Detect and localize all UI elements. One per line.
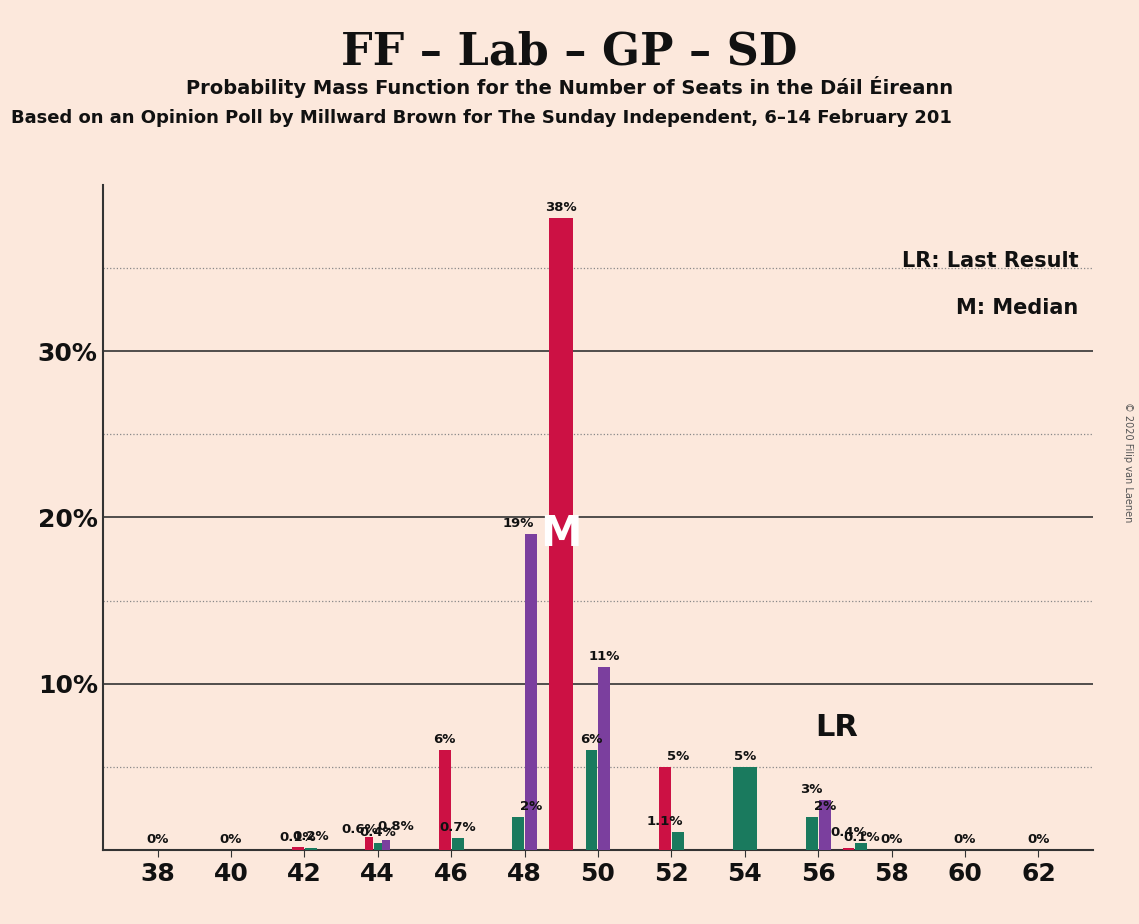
Text: 3%: 3% — [801, 783, 822, 796]
Text: 0.6%: 0.6% — [342, 823, 378, 836]
Bar — [292, 846, 304, 850]
Text: FF – Lab – GP – SD: FF – Lab – GP – SD — [342, 30, 797, 74]
Bar — [549, 218, 573, 850]
Text: 0.4%: 0.4% — [360, 826, 396, 839]
Text: Based on an Opinion Poll by Millward Brown for The Sunday Independent, 6–14 Febr: Based on an Opinion Poll by Millward Bro… — [11, 109, 952, 127]
Text: Probability Mass Function for the Number of Seats in the Dáil Éireann: Probability Mass Function for the Number… — [186, 76, 953, 98]
Bar — [659, 767, 671, 850]
Text: 5%: 5% — [666, 749, 689, 763]
Bar — [585, 750, 598, 850]
Text: 38%: 38% — [546, 201, 577, 213]
Text: LR: Last Result: LR: Last Result — [902, 251, 1079, 272]
Bar — [843, 848, 854, 850]
Text: 6%: 6% — [580, 733, 603, 747]
Text: 0.7%: 0.7% — [440, 821, 476, 834]
Bar — [374, 844, 382, 850]
Bar — [439, 750, 451, 850]
Bar — [525, 534, 536, 850]
Text: 0%: 0% — [953, 833, 976, 846]
Bar — [366, 837, 374, 850]
Bar — [513, 817, 524, 850]
Text: M: Median: M: Median — [957, 298, 1079, 318]
Text: LR: LR — [816, 713, 858, 742]
Text: 0%: 0% — [1027, 833, 1049, 846]
Bar — [734, 767, 756, 850]
Text: 1.1%: 1.1% — [647, 815, 683, 828]
Text: M: M — [541, 513, 582, 555]
Text: 6%: 6% — [433, 733, 456, 747]
Text: 2%: 2% — [813, 799, 836, 813]
Text: 11%: 11% — [589, 650, 621, 663]
Bar — [598, 667, 611, 850]
Text: 0.2%: 0.2% — [293, 830, 329, 843]
Text: 5%: 5% — [734, 749, 756, 763]
Text: 0%: 0% — [880, 833, 903, 846]
Text: 0.4%: 0.4% — [830, 826, 867, 839]
Bar — [383, 840, 391, 850]
Bar — [452, 838, 464, 850]
Text: 2%: 2% — [521, 799, 542, 813]
Bar — [819, 800, 830, 850]
Text: 19%: 19% — [502, 517, 534, 529]
Bar — [855, 844, 867, 850]
Text: © 2020 Filip van Laenen: © 2020 Filip van Laenen — [1123, 402, 1133, 522]
Bar — [806, 817, 818, 850]
Bar — [305, 848, 317, 850]
Text: 0.8%: 0.8% — [377, 820, 413, 833]
Text: 0%: 0% — [220, 833, 243, 846]
Text: 0.1%: 0.1% — [843, 832, 879, 845]
Text: 0.1%: 0.1% — [279, 832, 316, 845]
Bar — [672, 832, 683, 850]
Text: 0%: 0% — [147, 833, 169, 846]
